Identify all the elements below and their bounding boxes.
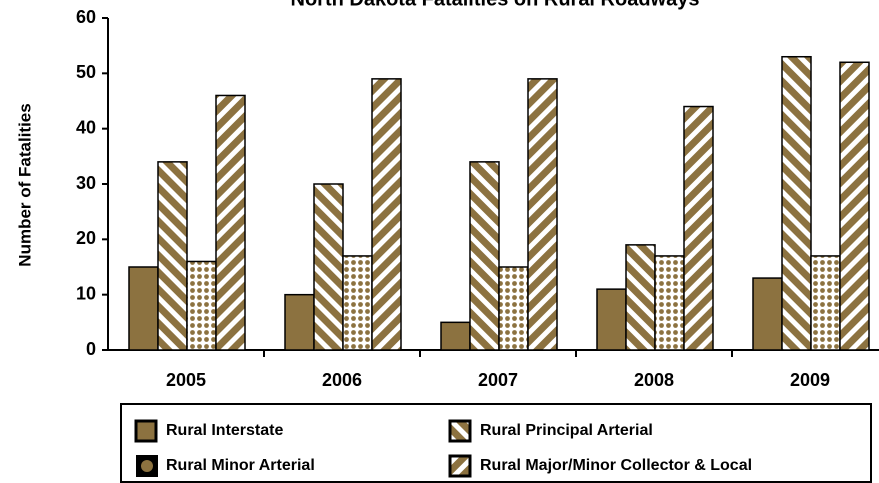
- legend-swatch: [448, 419, 472, 443]
- x-tick-label: 2006: [322, 370, 362, 390]
- legend-label: Rural Principal Arterial: [480, 422, 653, 439]
- bar: [284, 293, 315, 351]
- bar: [839, 61, 870, 351]
- legend-label: Rural Interstate: [166, 422, 283, 439]
- y-tick-label: 10: [76, 283, 96, 303]
- x-tick-label: 2009: [790, 370, 830, 390]
- legend-swatch: [134, 419, 158, 443]
- x-tick-label: 2007: [478, 370, 518, 390]
- legend-swatch-dot: [141, 460, 153, 472]
- legend-swatch: [448, 454, 472, 478]
- legend-label: Rural Minor Arterial: [166, 457, 315, 474]
- bar: [371, 78, 402, 351]
- y-tick-label: 20: [76, 228, 96, 248]
- bar: [498, 266, 529, 351]
- x-tick-label: 2005: [166, 370, 206, 390]
- bar: [683, 105, 714, 351]
- x-tick-label: 2008: [634, 370, 674, 390]
- bar: [186, 260, 217, 351]
- y-axis-label: Number of Fatalities: [15, 103, 34, 266]
- bar: [781, 55, 812, 351]
- legend-box: [120, 403, 872, 483]
- bar: [342, 255, 373, 351]
- chart-title: North Dakota Fatalities on Rural Roadway…: [291, 0, 700, 10]
- y-tick-label: 50: [76, 62, 96, 82]
- bar: [313, 183, 344, 351]
- bar: [440, 321, 471, 351]
- bar: [527, 78, 558, 351]
- bar: [596, 288, 627, 351]
- y-tick-label: 30: [76, 173, 96, 193]
- bar: [469, 161, 500, 351]
- bar: [625, 244, 656, 351]
- bar: [810, 255, 841, 351]
- bar: [752, 277, 783, 351]
- y-tick-label: 60: [76, 7, 96, 27]
- bar: [128, 266, 159, 351]
- y-tick-label: 0: [86, 339, 96, 359]
- bar: [654, 255, 685, 351]
- bar: [215, 94, 246, 351]
- bar: [157, 161, 188, 351]
- y-tick-label: 40: [76, 117, 96, 137]
- legend-label: Rural Major/Minor Collector & Local: [480, 457, 752, 474]
